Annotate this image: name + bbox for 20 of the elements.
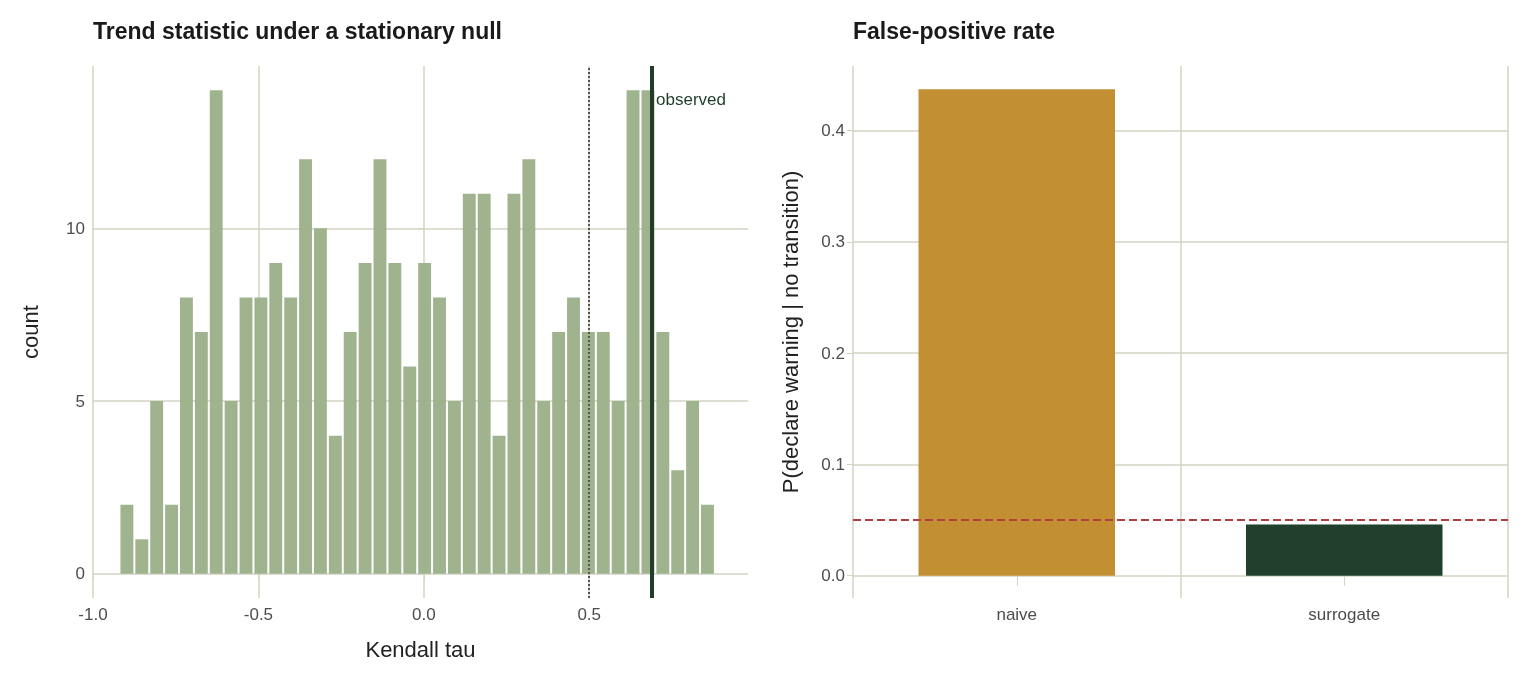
- x-tick-label: -1.0: [78, 605, 108, 624]
- y-tick-label: 0.3: [821, 232, 845, 252]
- x-tick-label: 0.0: [411, 605, 436, 624]
- y-tick-label: 0.4: [821, 121, 845, 141]
- chart-title: Trend statistic under a stationary null: [93, 17, 502, 44]
- y-tick-label: 0.1: [821, 454, 845, 474]
- x-tick-label: 0.5: [577, 605, 602, 624]
- y-axis-title: count: [17, 305, 43, 359]
- x-tick-label: -0.5: [243, 605, 274, 624]
- x-axis-title: Kendall tau: [365, 636, 476, 662]
- x-tick-label: surrogate: [1308, 605, 1381, 624]
- y-tick-label: 0.0: [821, 566, 845, 586]
- chart-title: False-positive rate: [853, 17, 1055, 44]
- x-tick-label: naive: [996, 605, 1038, 624]
- y-axis-title: P(declare warning | no transition): [777, 170, 803, 494]
- y-tick-label: 0: [75, 564, 85, 584]
- ref-line-label: observed: [656, 90, 726, 109]
- y-tick-label: 10: [66, 218, 85, 238]
- y-tick-label: 0.2: [821, 343, 845, 363]
- y-tick-label: 5: [75, 391, 85, 411]
